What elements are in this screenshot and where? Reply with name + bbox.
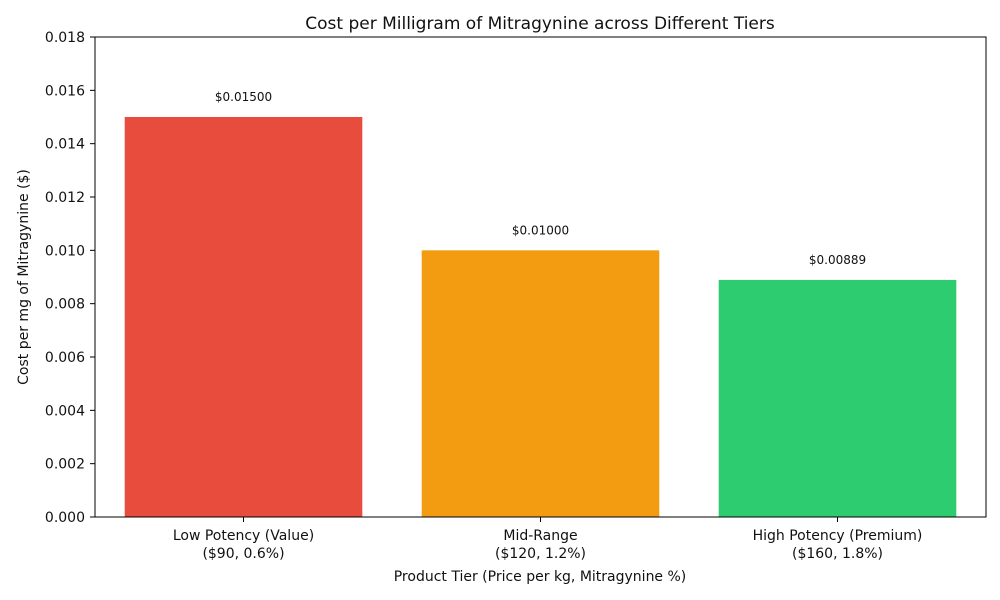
x-tick-label: ($120, 1.2%) [495,546,586,562]
bar-value-label: $0.01500 [215,90,272,104]
x-tick-label: Low Potency (Value) [173,528,314,544]
y-tick-label: 0.008 [45,297,85,313]
x-tick-label: Mid-Range [503,528,577,544]
bar [124,117,363,517]
x-tick-label: ($90, 0.6%) [202,546,284,562]
x-axis-ticks: Low Potency (Value) ($90, 0.6%) Mid-Range (… [173,517,923,562]
x-tick-label: ($160, 1.8%) [792,546,883,562]
y-axis-ticks: 0.000 0.002 0.004 0.006 0.008 0.010 0.012 0.014… [45,30,95,526]
y-tick-label: 0.002 [45,457,85,473]
plot-frame [94,36,987,518]
y-tick-label: 0.012 [45,190,85,206]
y-tick-label: 0.006 [45,350,85,366]
y-tick-label: 0.000 [45,510,85,526]
bar-value-label: $0.00889 [809,253,866,267]
bars-group [124,117,957,518]
x-tick-label: High Potency (Premium) [753,528,923,544]
bar-value-labels: $0.01500 $0.01000 $0.00889 [215,90,866,267]
y-axis-label: Cost per mg of Mitragynine ($) [16,169,32,385]
y-tick-label: 0.016 [45,83,85,99]
bar [718,279,957,517]
bar-value-label: $0.01000 [512,223,569,237]
y-tick-label: 0.010 [45,243,85,259]
chart-title: Cost per Milligram of Mitragynine across… [305,14,775,34]
x-axis-label: Product Tier (Price per kg, Mitragynine … [394,569,687,585]
y-tick-label: 0.018 [45,30,85,46]
bar [421,250,660,518]
y-tick-label: 0.014 [45,137,85,153]
y-tick-label: 0.004 [45,403,85,419]
